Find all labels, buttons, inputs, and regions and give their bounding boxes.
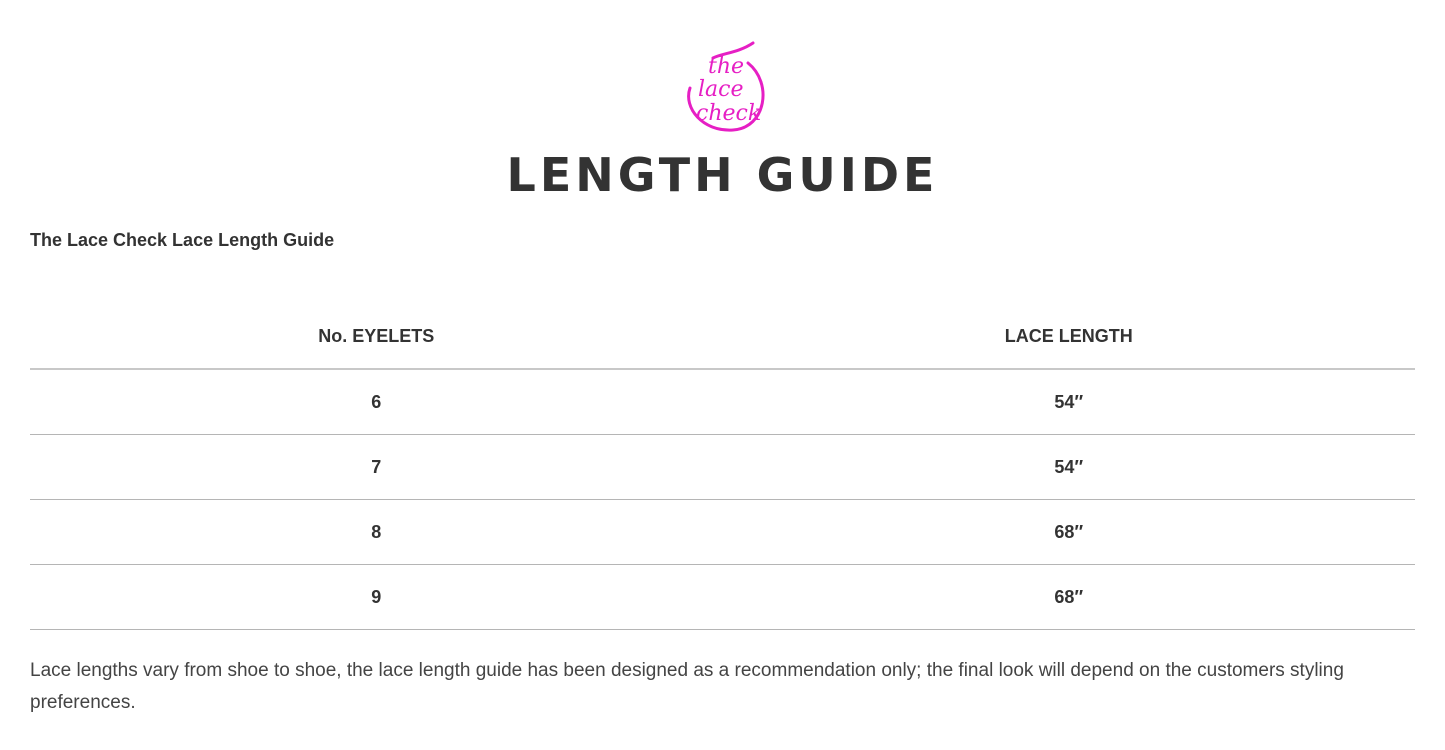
brand-logo: the lace check bbox=[678, 38, 773, 133]
table-row: 7 54″ bbox=[30, 434, 1415, 500]
table-row: 8 68″ bbox=[30, 499, 1415, 565]
column-header-eyelets: No. EYELETS bbox=[30, 304, 723, 370]
eyelets-cell: 6 bbox=[30, 369, 723, 435]
page-title: LENGTH GUIDE bbox=[506, 148, 939, 202]
lace-length-cell: 68″ bbox=[722, 499, 1415, 565]
svg-text:check: check bbox=[696, 101, 761, 126]
lace-length-cell: 68″ bbox=[722, 564, 1415, 630]
guide-subtitle: The Lace Check Lace Length Guide bbox=[30, 230, 335, 250]
disclaimer-note: Lace lengths vary from shoe to shoe, the… bbox=[30, 660, 1344, 713]
lace-length-cell: 54″ bbox=[722, 434, 1415, 500]
eyelets-cell: 9 bbox=[30, 564, 723, 630]
svg-text:lace: lace bbox=[698, 77, 744, 102]
table-row: 9 68″ bbox=[30, 564, 1415, 630]
length-guide-table: No. EYELETS LACE LENGTH 6 54″ 7 54″ 8 68… bbox=[30, 304, 1415, 630]
lace-length-cell: 54″ bbox=[722, 369, 1415, 435]
eyelets-cell: 8 bbox=[30, 499, 723, 565]
table-row: 6 54″ bbox=[30, 369, 1415, 435]
column-header-lace-length: LACE LENGTH bbox=[722, 304, 1415, 370]
svg-text:the: the bbox=[708, 54, 744, 79]
table-header-row: No. EYELETS LACE LENGTH bbox=[30, 304, 1415, 370]
eyelets-cell: 7 bbox=[30, 434, 723, 500]
